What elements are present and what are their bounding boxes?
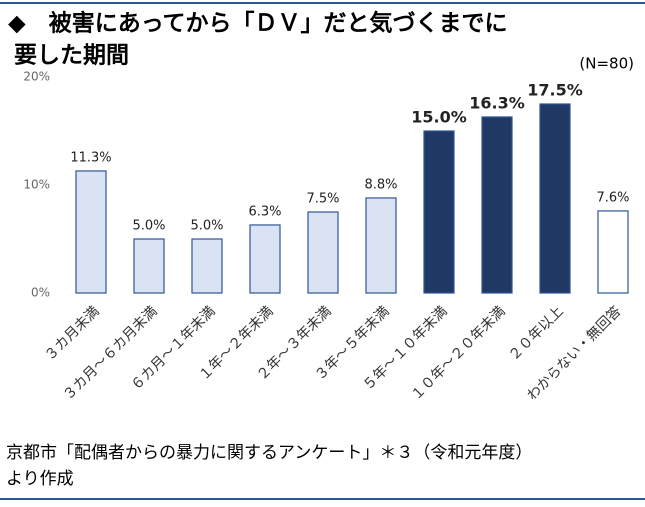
bar — [481, 116, 513, 294]
bar — [597, 210, 629, 294]
x-tick-label: わからない・無回答 — [524, 303, 625, 404]
x-tick-label: ２０年以上 — [506, 303, 567, 364]
bar — [75, 170, 107, 294]
source: より作成 — [6, 469, 74, 489]
y-tick-label: 20% — [23, 70, 50, 84]
x-tick-label: ３カ月未満 — [42, 303, 103, 364]
bar — [539, 103, 571, 294]
bar — [249, 224, 281, 294]
y-tick-label: 10% — [23, 178, 50, 192]
y-tick-label: 0% — [31, 286, 50, 300]
value-label: 5.0% — [190, 219, 223, 234]
bar — [307, 211, 339, 294]
bar — [133, 238, 165, 294]
bar — [423, 130, 455, 294]
chart-title: ◆ 被害にあってから「ＤＶ」だと気づくまでに — [8, 10, 508, 37]
value-label: 8.8% — [364, 177, 397, 192]
bar — [191, 238, 223, 294]
value-label: 6.3% — [248, 204, 281, 219]
value-label: 5.0% — [132, 219, 165, 234]
value-label: 15.0% — [411, 108, 467, 127]
chart-title: 要した期間 — [14, 43, 129, 69]
value-label: 17.5% — [527, 81, 583, 100]
source: 京都市「配偶者からの暴力に関するアンケート」＊３（令和元年度） — [6, 443, 532, 463]
value-label: 7.5% — [306, 192, 339, 207]
bar — [365, 197, 397, 294]
value-label: 7.6% — [596, 190, 629, 205]
value-label: 11.3% — [70, 150, 111, 165]
annotation: (N=80) — [579, 55, 634, 73]
value-label: 16.3% — [469, 93, 525, 112]
